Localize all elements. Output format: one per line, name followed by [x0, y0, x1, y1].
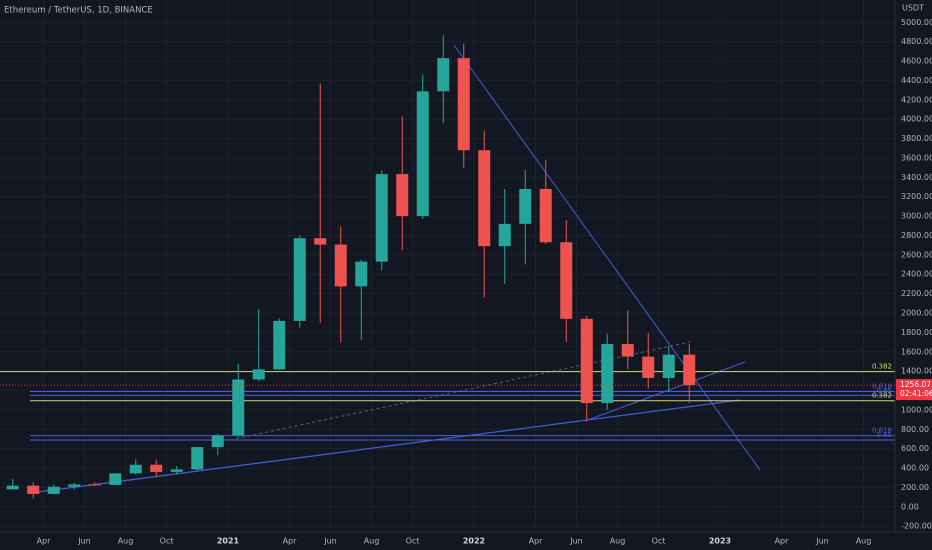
x-tick-label: Aug [118, 537, 134, 546]
fib-label: 0.65 [876, 386, 892, 394]
y-tick-label: 800.00 [901, 425, 929, 434]
x-tick-label: Jun [77, 537, 91, 546]
fib-label: 0.618 [872, 427, 892, 435]
candle-body [621, 344, 634, 357]
x-tick-label: Apr [529, 537, 544, 546]
y-tick-label: 4200.00 [901, 95, 932, 104]
trend-line [453, 44, 761, 471]
y-tick-label: 3000.00 [901, 212, 932, 221]
x-tick-label: Aug [610, 537, 626, 546]
y-tick-label: 4400.00 [901, 76, 932, 85]
candle-body [662, 354, 675, 378]
x-tick-label: Jun [569, 537, 583, 546]
y-tick-label: 0.00 [901, 502, 919, 511]
x-tick-label: 2023 [709, 537, 731, 546]
y-tick-label: 3800.00 [901, 134, 932, 143]
candle-body [375, 174, 388, 262]
currency: USDT [902, 4, 924, 13]
y-tick-label: -200.00 [901, 522, 932, 531]
y-tick-label: 400.00 [901, 464, 929, 473]
y-tick-label: 2400.00 [901, 270, 932, 279]
y-tick-label: 3600.00 [901, 153, 932, 162]
candle-body [519, 188, 532, 224]
candle-body [683, 354, 696, 386]
last-price: 1256.07 [900, 380, 931, 389]
y-tick-label: 2600.00 [901, 250, 932, 259]
x-tick-label: Jun [323, 537, 337, 546]
candle-body [642, 356, 655, 378]
candle-body [232, 379, 245, 436]
candle-body [273, 320, 286, 370]
y-tick-label: 2800.00 [901, 231, 932, 240]
trend-line [29, 399, 741, 494]
candle-body [150, 464, 163, 472]
x-tick-label: Oct [652, 537, 666, 546]
candle-body [68, 484, 81, 487]
candle-body [437, 58, 450, 92]
last-price-badge [896, 379, 932, 401]
countdown: 02:41:06 [900, 389, 932, 398]
chart-title: Ethereum / TetherUS, 1D, BINANCE [4, 6, 153, 16]
y-tick-label: 5000.00 [901, 18, 932, 27]
candle-body [580, 318, 593, 404]
x-tick-label: Oct [406, 537, 420, 546]
candle-body [47, 486, 60, 494]
x-tick-label: Apr [37, 537, 52, 546]
y-tick-label: 4000.00 [901, 115, 932, 124]
candle-body [252, 369, 265, 380]
candle-body [355, 261, 368, 287]
y-tick-label: 1800.00 [901, 328, 932, 337]
candle-body [109, 473, 122, 485]
candle-body [334, 244, 347, 287]
x-tick-label: 2022 [463, 537, 485, 546]
candle-body [191, 447, 204, 470]
y-tick-label: 1000.00 [901, 405, 932, 414]
candle-body [27, 485, 40, 494]
candle-body [129, 464, 142, 474]
x-tick-label: Jun [815, 537, 829, 546]
y-tick-label: 3200.00 [901, 192, 932, 201]
x-tick-label: 2021 [217, 537, 240, 546]
axes: 5000.00 4800.00 4600.00 4400.00 4200.00 4000.… [37, 18, 932, 546]
candle-body [314, 238, 327, 245]
candle-body [601, 344, 614, 404]
fib-label: 0.382 [872, 392, 892, 400]
y-tick-label: 1400.00 [901, 367, 932, 376]
candle-body [6, 485, 19, 490]
y-tick-label: 3400.00 [901, 173, 932, 182]
y-tick-label: 1600.00 [901, 347, 932, 356]
x-tick-label: Apr [775, 537, 790, 546]
x-tick-label: Apr [283, 537, 298, 546]
candle-body [539, 188, 552, 243]
candle-body [396, 174, 409, 217]
fib-label: 0.618 [872, 382, 892, 390]
y-tick-label: 2000.00 [901, 308, 932, 317]
candle-body [560, 242, 573, 319]
x-tick-label: Oct [160, 537, 174, 546]
candle-body [170, 469, 183, 472]
y-tick-label: 4800.00 [901, 37, 932, 46]
y-tick-label: 4600.00 [901, 57, 932, 66]
y-tick-label: 200.00 [901, 483, 929, 492]
candle-body [88, 484, 101, 486]
x-tick-label: Aug [364, 537, 380, 546]
candles [6, 34, 696, 499]
y-tick-label: 2200.00 [901, 289, 932, 298]
candle-body [416, 91, 429, 217]
candle-body [211, 435, 224, 448]
x-tick-label: Aug [856, 537, 872, 546]
candle-body [498, 223, 511, 247]
y-tick-label: 600.00 [901, 444, 929, 453]
candle-body [457, 58, 470, 151]
candle-body [293, 238, 306, 321]
candle-body [478, 150, 491, 247]
fib-label: 0.382 [872, 363, 892, 371]
fib-label: 0.65 [876, 431, 892, 439]
